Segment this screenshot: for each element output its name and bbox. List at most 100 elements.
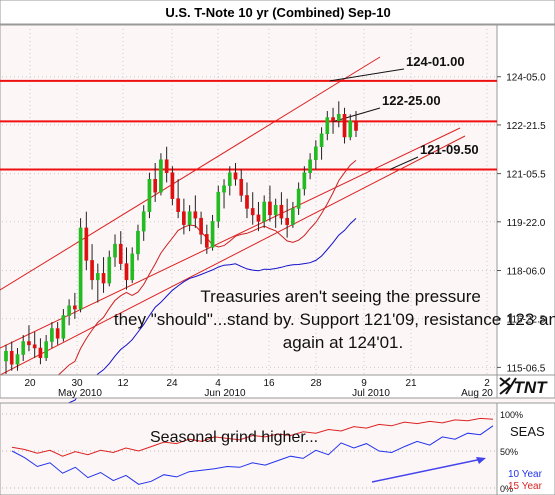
price-bar (27, 325, 31, 352)
price-bar (55, 322, 60, 345)
seasonal-tick-label: 0% (500, 484, 513, 494)
legend-10-year: 10 Year (508, 469, 543, 480)
bar-body (319, 133, 324, 147)
channel-line (0, 127, 461, 349)
price-bar (245, 182, 249, 219)
bar-body (342, 114, 347, 138)
price-bar (124, 247, 129, 290)
x-tick-label: 28 (310, 378, 322, 389)
price-bar (204, 224, 209, 254)
bar-body (27, 341, 31, 346)
moving-average-red (5, 160, 357, 388)
bar-body (130, 253, 135, 281)
annotation-line-3: again at 124'01. (283, 333, 403, 352)
x-tick-label: 30 (71, 378, 83, 389)
bar-body (245, 195, 249, 209)
price-bar (118, 231, 123, 271)
month-label: Jul 2010 (352, 388, 390, 399)
bar-body (118, 243, 123, 264)
bar-body (222, 185, 226, 193)
channel-line (0, 135, 466, 376)
level-label: 121-09.50 (420, 142, 479, 157)
bar-body (210, 221, 215, 248)
tnt-logo: TNT (496, 374, 555, 399)
annotation-line-1: Treasuries aren't seeing the pressure (200, 287, 480, 306)
price-bar (141, 205, 146, 241)
price-bar (15, 348, 20, 371)
bar-body (291, 208, 295, 225)
y-tick-label: 118-06.0 (507, 267, 546, 278)
bar-body (164, 159, 169, 173)
price-bar (210, 214, 215, 251)
bar-body (250, 208, 255, 216)
price-bar (262, 195, 267, 228)
price-bar (239, 169, 244, 202)
price-bar (61, 309, 66, 342)
bar-body (21, 341, 26, 355)
price-bar (101, 257, 106, 293)
price-bar (4, 344, 8, 374)
price-bar (216, 185, 221, 228)
seasonal-tick-labels: 100% 50% 0% (500, 410, 523, 494)
level-pointer (333, 107, 381, 122)
bar-body (32, 344, 37, 349)
bar-body (159, 159, 163, 193)
month-label: May 2010 (58, 388, 102, 399)
y-tick-label: 115-06.5 (507, 363, 546, 374)
price-bar (193, 195, 198, 228)
bar-body (90, 260, 94, 281)
price-bar (67, 299, 71, 326)
price-bar (336, 101, 341, 128)
bar-body (233, 172, 238, 180)
trend-channels (0, 56, 466, 376)
price-bar (32, 331, 37, 358)
bar-body (61, 315, 66, 339)
price-bar (50, 322, 54, 349)
legend-15-year: 15 Year (508, 481, 543, 492)
price-bar (273, 198, 278, 228)
bar-body (308, 159, 312, 173)
bar-body (182, 211, 186, 225)
bar-body (239, 178, 244, 196)
price-bar (182, 198, 186, 235)
bar-body (113, 243, 117, 258)
bar-body (204, 234, 209, 248)
seasonal-side-label: SEAS (510, 424, 545, 439)
seasonal-lines (11, 417, 494, 485)
bar-body (15, 354, 20, 365)
price-bar (21, 335, 26, 361)
price-bar (233, 162, 238, 186)
price-bar (331, 107, 335, 134)
price-bar (296, 182, 301, 215)
month-labels: May 2010 Jun 2010 Jul 2010 Aug 20 (58, 388, 493, 399)
seasonal-axis-panel (496, 402, 555, 495)
price-bar (354, 111, 358, 137)
price-bar (227, 166, 232, 196)
bar-body (279, 204, 284, 219)
seasonal-series-line (11, 417, 494, 457)
level-pointer (389, 156, 419, 170)
price-bar (90, 244, 94, 290)
bar-body (9, 351, 14, 365)
bar-body (170, 172, 175, 199)
bar-body (4, 351, 8, 362)
price-bar (78, 218, 83, 313)
price-bar (314, 140, 318, 170)
level-label: 122-25.00 (382, 93, 441, 108)
x-tick-label: 2 (484, 378, 490, 389)
price-bar (308, 153, 312, 180)
seasonal-plot-area (0, 402, 498, 495)
seasonal-gridlines (2, 413, 497, 489)
bar-body (101, 273, 106, 284)
price-bars (4, 101, 358, 374)
price-bar (285, 198, 289, 238)
price-bar (164, 146, 169, 183)
bar-body (262, 201, 267, 222)
support-resistance-lines: 124-01.00 122-25.00 121-09.50 (0, 54, 497, 171)
bar-body (141, 211, 146, 232)
price-bar (302, 166, 307, 196)
bar-body (107, 256, 112, 284)
bar-body (314, 146, 318, 160)
bar-body (67, 305, 71, 316)
